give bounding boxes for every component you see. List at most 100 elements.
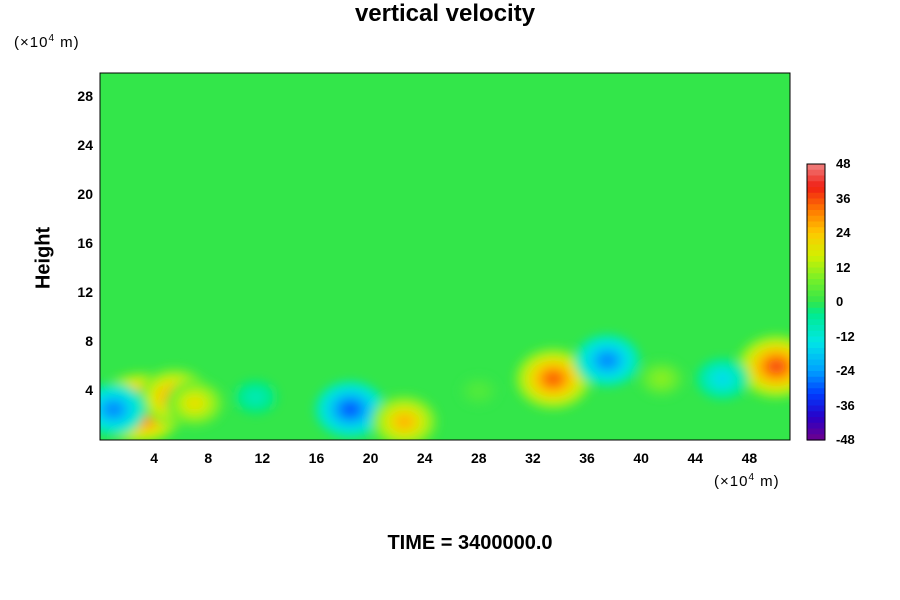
velocity-feature xyxy=(460,376,498,406)
colorbar-segment xyxy=(807,250,825,257)
velocity-feature xyxy=(100,383,147,436)
colorbar-segment xyxy=(807,336,825,343)
y-tick-label: 20 xyxy=(77,186,93,203)
velocity-contour xyxy=(767,359,786,374)
colorbar-segment xyxy=(807,296,825,303)
colorbar-segment xyxy=(807,359,825,366)
colorbar-segment xyxy=(807,215,825,223)
colorbar-segment xyxy=(807,325,825,332)
velocity-feature xyxy=(515,348,592,410)
colorbar-segment xyxy=(807,399,825,407)
colorbar-segment xyxy=(807,256,825,263)
velocity-feature xyxy=(233,380,278,415)
x-tick-label: 24 xyxy=(416,450,433,466)
velocity-contour xyxy=(397,415,412,428)
velocity-feature xyxy=(638,361,684,397)
velocity-contour xyxy=(342,403,359,416)
colorbar-segment xyxy=(807,227,825,234)
x-tick-label: 20 xyxy=(362,450,379,466)
colorbar-tick-label: 48 xyxy=(836,156,851,171)
colorbar-segment xyxy=(807,376,825,384)
y-axis-unit: (×104 m) xyxy=(14,33,80,51)
colorbar-segment xyxy=(807,238,825,246)
x-tick-label: 8 xyxy=(204,450,213,466)
y-tick-label: 8 xyxy=(85,333,93,350)
x-tick-label: 16 xyxy=(308,450,325,466)
y-tick-label: 28 xyxy=(77,88,93,105)
x-tick-label: 32 xyxy=(525,450,541,466)
colorbar-segment xyxy=(807,169,825,177)
colorbar-segment xyxy=(807,273,825,280)
colorbar-segment xyxy=(807,261,825,269)
colorbar-segment xyxy=(807,164,825,171)
time-label: TIME = 3400000.0 xyxy=(387,532,553,554)
velocity-contour xyxy=(250,393,261,401)
colorbar-segment xyxy=(807,405,825,412)
colorbar-segment xyxy=(807,313,825,320)
colorbar-segment xyxy=(807,279,825,286)
colorbar-segment xyxy=(807,284,825,292)
colorbar-segment xyxy=(807,181,825,188)
colorbar-segment xyxy=(807,353,825,361)
colorbar-tick-label: -36 xyxy=(836,397,855,413)
colorbar-segment xyxy=(807,302,825,309)
colorbar-tick-label: 24 xyxy=(836,225,851,240)
colorbar-segment xyxy=(807,319,825,326)
x-tick-label: 28 xyxy=(471,450,487,466)
colorbar-segment xyxy=(807,187,825,194)
velocity-feature xyxy=(695,358,749,400)
velocity-contour xyxy=(656,374,667,383)
x-tick-label: 12 xyxy=(254,450,271,466)
velocity-feature xyxy=(314,380,386,438)
velocity-contour xyxy=(474,387,483,395)
colorbar-segment xyxy=(807,342,825,349)
colorbar-frame xyxy=(806,163,826,441)
colorbar-segment xyxy=(807,434,825,441)
y-tick-label: 4 xyxy=(85,382,93,399)
colorbar-segment xyxy=(807,204,825,211)
colorbar-segment xyxy=(807,428,825,435)
colorbar-tick-label: -48 xyxy=(836,432,855,447)
velocity-contour xyxy=(106,403,121,416)
colorbar-segment xyxy=(807,417,825,424)
y-tick-label: 24 xyxy=(77,137,93,154)
plot-frame xyxy=(99,72,791,441)
colorbar-segment xyxy=(807,371,825,378)
chart-title: vertical velocity xyxy=(354,0,536,27)
y-tick-label: 12 xyxy=(77,284,93,301)
colorbar-segment xyxy=(807,267,825,274)
velocity-contour xyxy=(188,398,202,409)
colorbar-tick-label: 36 xyxy=(836,190,851,206)
velocity-feature xyxy=(371,395,438,440)
colorbar-segment xyxy=(807,244,825,251)
colorbar-segment xyxy=(807,330,825,338)
colorbar-segment xyxy=(807,307,825,315)
velocity-feature xyxy=(165,380,224,427)
colorbar-segment xyxy=(807,411,825,418)
velocity-contour xyxy=(600,354,615,367)
velocity-feature xyxy=(737,334,790,399)
colorbar-tick-label: 12 xyxy=(836,259,851,275)
colorbar-segment xyxy=(807,233,825,240)
colorbar-segment xyxy=(807,290,825,297)
x-tick-label: 36 xyxy=(579,450,595,466)
colorbar-segment xyxy=(807,348,825,355)
colorbar-tick-label: 0 xyxy=(836,294,844,309)
x-tick-label: 40 xyxy=(633,450,649,466)
colorbar-segment xyxy=(807,198,825,205)
colorbar-tick-label: -24 xyxy=(836,363,855,378)
velocity-feature xyxy=(574,334,641,387)
x-tick-label: 48 xyxy=(741,450,758,466)
colorbar-segment xyxy=(807,192,825,200)
colorbar-segment xyxy=(807,382,825,389)
x-tick-label: 4 xyxy=(150,450,158,466)
colorbar-segment xyxy=(807,210,825,217)
colorbar-segment xyxy=(807,175,825,182)
colorbar-segment xyxy=(807,221,825,228)
colorbar-segment xyxy=(807,365,825,372)
velocity-contour xyxy=(544,372,562,386)
colorbar-segment xyxy=(807,394,825,401)
colorbar-tick-label: -12 xyxy=(836,328,855,344)
x-axis-unit: (×104 m) xyxy=(714,472,780,490)
